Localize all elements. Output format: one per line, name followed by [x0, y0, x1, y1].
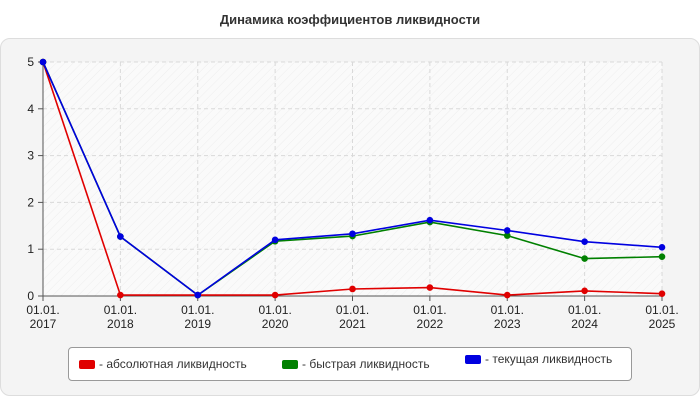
- x-tick-label: 01.01. 2024: [568, 303, 601, 331]
- y-tick-label: 0: [27, 289, 34, 303]
- x-tick-label: 01.01. 2023: [491, 303, 524, 331]
- data-point-0: [271, 291, 279, 299]
- legend-label-current: - текущая ликвидность: [485, 352, 613, 366]
- legend-swatch-quick: [282, 359, 298, 369]
- data-point-2: [194, 291, 202, 299]
- data-point-0: [658, 290, 666, 297]
- y-tick-label: 5: [27, 55, 34, 69]
- x-tick-label: 01.01. 2017: [26, 303, 59, 331]
- data-point-0: [426, 284, 434, 291]
- data-point-1: [658, 253, 666, 260]
- x-tick-label-line: 01.01.: [413, 303, 446, 317]
- x-tick-label: 01.01. 2018: [104, 303, 137, 331]
- x-tick-label: 01.01. 2021: [336, 303, 369, 331]
- x-tick-label-line: 01.01.: [491, 303, 524, 317]
- legend-label-quick: - быстрая ликвидность: [302, 357, 430, 371]
- legend-item-absolute: - абсолютная ликвидность: [79, 357, 247, 371]
- legend-item-quick: - быстрая ликвидность: [282, 357, 430, 371]
- x-tick-label-line: 01.01.: [104, 303, 137, 317]
- data-point-1: [581, 255, 588, 262]
- x-tick-label: 01.01. 2025: [645, 303, 678, 331]
- y-tick-label: 3: [27, 149, 34, 163]
- data-point-2: [426, 216, 434, 224]
- data-point-0: [349, 285, 356, 293]
- legend-item-current: - текущая ликвидность: [465, 352, 612, 366]
- legend-swatch-current: [465, 354, 481, 364]
- data-point-2: [39, 58, 47, 66]
- data-point-0: [503, 291, 511, 299]
- data-point-0: [581, 287, 588, 295]
- x-tick-label-line: 2020: [262, 317, 289, 331]
- x-tick-label: 01.01. 2020: [258, 303, 291, 331]
- data-point-2: [271, 236, 279, 244]
- data-point-0: [117, 291, 124, 299]
- x-tick-label-line: 2017: [30, 317, 57, 331]
- y-tick-label: 4: [27, 102, 34, 116]
- x-tick-label-line: 2022: [417, 317, 444, 331]
- x-tick-label-line: 01.01.: [181, 303, 214, 317]
- x-tick-label-line: 2021: [339, 317, 366, 331]
- data-point-2: [503, 227, 511, 234]
- x-tick-label-line: 2025: [649, 317, 676, 331]
- x-tick-label-line: 01.01.: [568, 303, 601, 317]
- data-point-2: [117, 233, 124, 240]
- x-tick-label: 01.01. 2022: [413, 303, 446, 331]
- x-tick-label: 01.01. 2019: [181, 303, 214, 331]
- chart-legend: - абсолютная ликвидность - быстрая ликви…: [68, 347, 632, 381]
- y-tick-label: 2: [27, 195, 34, 209]
- x-tick-label-line: 2018: [107, 317, 134, 331]
- x-tick-label-line: 01.01.: [26, 303, 59, 317]
- data-point-1: [503, 232, 511, 239]
- legend-swatch-absolute: [79, 359, 95, 369]
- x-tick-label-line: 2024: [571, 317, 598, 331]
- data-point-2: [581, 238, 588, 246]
- data-point-2: [658, 244, 666, 251]
- chart-title: Динамика коэффициентов ликвидности: [219, 12, 481, 27]
- x-tick-label-line: 01.01.: [645, 303, 678, 317]
- x-tick-label-line: 2023: [494, 317, 521, 331]
- data-point-2: [349, 230, 356, 238]
- x-tick-label-line: 01.01.: [336, 303, 369, 317]
- x-tick-label-line: 01.01.: [258, 303, 291, 317]
- y-tick-label: 1: [27, 242, 34, 256]
- legend-label-absolute: - абсолютная ликвидность: [99, 357, 247, 371]
- x-tick-label-line: 2019: [184, 317, 211, 331]
